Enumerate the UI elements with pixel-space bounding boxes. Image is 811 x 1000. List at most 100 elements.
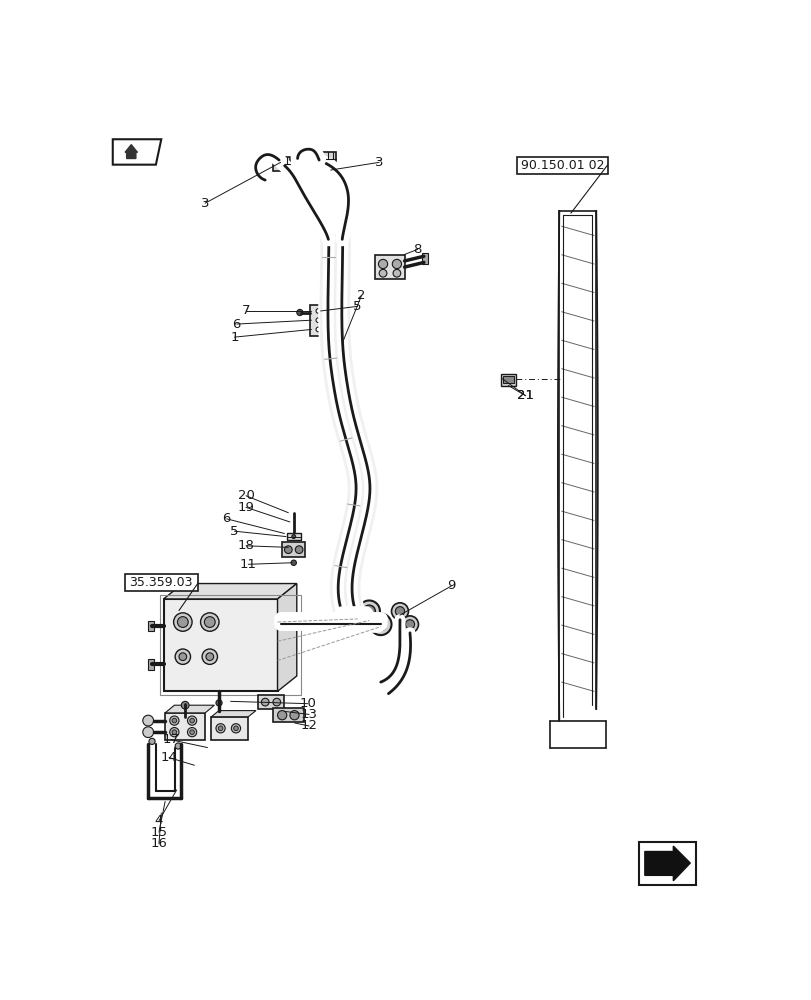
Polygon shape [163,584,297,599]
Circle shape [370,614,391,635]
Circle shape [261,698,268,706]
Bar [211,717,248,740]
Text: 7: 7 [242,304,250,317]
Circle shape [175,649,191,664]
Circle shape [181,701,189,709]
Circle shape [169,728,178,737]
Circle shape [216,700,222,706]
Polygon shape [277,584,297,691]
Bar [282,542,305,557]
Text: 2: 2 [357,289,365,302]
Bar [500,374,516,386]
Bar [286,533,300,540]
Text: 5: 5 [353,300,362,313]
Circle shape [395,607,404,616]
Text: 21: 21 [517,389,534,402]
Text: 6: 6 [222,512,230,525]
Text: 6: 6 [232,318,241,331]
Bar [272,157,290,171]
Circle shape [190,718,194,723]
Text: 10: 10 [298,697,315,710]
Bar [160,595,300,695]
Text: 18: 18 [238,539,254,552]
Polygon shape [125,145,137,158]
Circle shape [393,269,401,277]
Circle shape [358,600,380,622]
Circle shape [172,718,177,723]
Circle shape [206,653,213,661]
Bar [125,574,198,591]
Circle shape [272,698,281,706]
Circle shape [391,603,408,620]
Bar [517,157,607,174]
Circle shape [143,715,153,726]
Circle shape [231,724,240,733]
Circle shape [392,259,401,269]
Circle shape [218,726,222,731]
Circle shape [379,269,386,277]
Text: 15: 15 [150,826,167,839]
Bar [421,253,427,264]
Circle shape [187,716,196,725]
Text: 1: 1 [230,331,238,344]
Circle shape [204,617,215,627]
Bar [310,305,327,336]
Circle shape [363,605,375,617]
Bar [272,708,303,722]
Circle shape [378,259,387,269]
Text: 3: 3 [200,197,209,210]
Polygon shape [165,705,214,713]
Circle shape [148,738,155,744]
Circle shape [374,618,386,631]
Polygon shape [113,139,161,165]
Circle shape [172,730,177,734]
Circle shape [291,535,295,538]
Circle shape [200,613,219,631]
Circle shape [315,318,320,323]
Text: 3: 3 [375,156,383,169]
Circle shape [190,730,194,734]
Bar [165,713,205,740]
Circle shape [216,724,225,733]
Text: 19: 19 [238,501,254,514]
Circle shape [315,309,320,313]
Circle shape [290,560,296,565]
Circle shape [178,617,188,627]
Text: 11: 11 [239,558,256,571]
Bar [163,599,277,691]
Circle shape [175,743,181,749]
Bar [257,695,284,709]
Circle shape [297,309,303,316]
Circle shape [405,620,414,629]
Text: 21: 21 [517,389,534,402]
Text: 14: 14 [161,751,177,764]
Text: 35.359.03: 35.359.03 [130,576,193,589]
Text: 9: 9 [447,579,455,592]
Text: 12: 12 [300,719,317,732]
Circle shape [295,546,303,554]
Circle shape [174,613,192,631]
Circle shape [234,726,238,731]
Bar [375,255,404,279]
Circle shape [401,616,418,633]
Circle shape [290,711,298,720]
Text: 16: 16 [150,837,167,850]
Bar [148,620,154,631]
Bar [148,659,154,670]
Circle shape [169,716,178,725]
Polygon shape [211,711,255,717]
Text: 4: 4 [155,814,163,827]
Text: 5: 5 [230,525,238,538]
Text: 90.150.01 02: 90.150.01 02 [520,159,603,172]
Text: 13: 13 [300,708,317,721]
Bar [503,376,513,383]
Bar [638,842,696,885]
Circle shape [277,711,286,720]
Bar [319,152,336,166]
Circle shape [202,649,217,664]
Circle shape [187,728,196,737]
Circle shape [178,653,187,661]
Polygon shape [644,846,689,881]
Text: 8: 8 [413,243,422,256]
Text: 17: 17 [162,733,179,746]
